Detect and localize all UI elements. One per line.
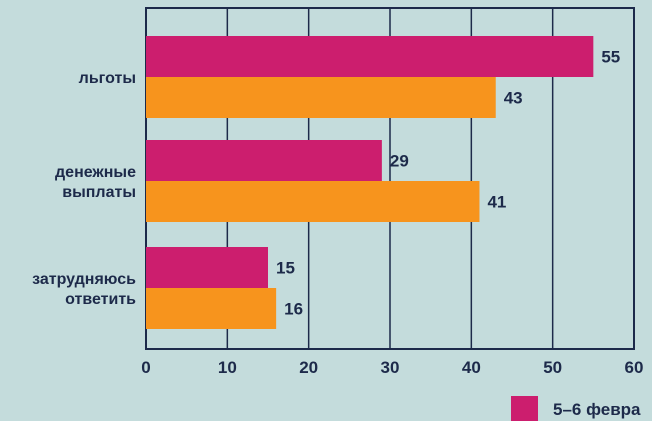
category-label: затрудняюсь <box>32 271 136 288</box>
legend-swatch <box>511 396 538 421</box>
x-axis-ticks: 0 10 20 30 40 50 60 <box>141 358 643 377</box>
x-tick-label: 30 <box>381 358 400 377</box>
category-label: выплаты <box>62 184 136 201</box>
data-label: 16 <box>284 300 303 319</box>
data-label: 43 <box>504 89 523 108</box>
x-tick-label: 60 <box>625 358 644 377</box>
category-label: льготы <box>79 70 136 87</box>
bar-series-1 <box>146 36 594 77</box>
data-label: 55 <box>601 48 620 67</box>
x-tick-label: 0 <box>141 358 150 377</box>
x-tick-label: 50 <box>543 358 562 377</box>
data-label: 29 <box>390 152 409 171</box>
legend: 5–6 февра <box>511 396 641 421</box>
x-tick-label: 40 <box>462 358 481 377</box>
category-label: денежные <box>55 164 136 181</box>
bar-series-1 <box>146 140 382 181</box>
x-tick-label: 20 <box>299 358 318 377</box>
data-label: 41 <box>487 193 506 212</box>
category-labels: льготы денежные выплаты затрудняюсь ответить <box>32 70 136 308</box>
bars-group <box>146 36 594 329</box>
legend-label: 5–6 февра <box>553 400 641 419</box>
x-tick-label: 10 <box>218 358 237 377</box>
bar-series-1 <box>146 247 268 288</box>
bar-series-2 <box>146 288 277 329</box>
data-label: 15 <box>276 259 295 278</box>
value-labels: 55 29 15 43 41 16 <box>276 48 620 319</box>
bar-series-2 <box>146 77 496 118</box>
bar-series-2 <box>146 181 480 222</box>
category-label: ответить <box>65 291 136 308</box>
